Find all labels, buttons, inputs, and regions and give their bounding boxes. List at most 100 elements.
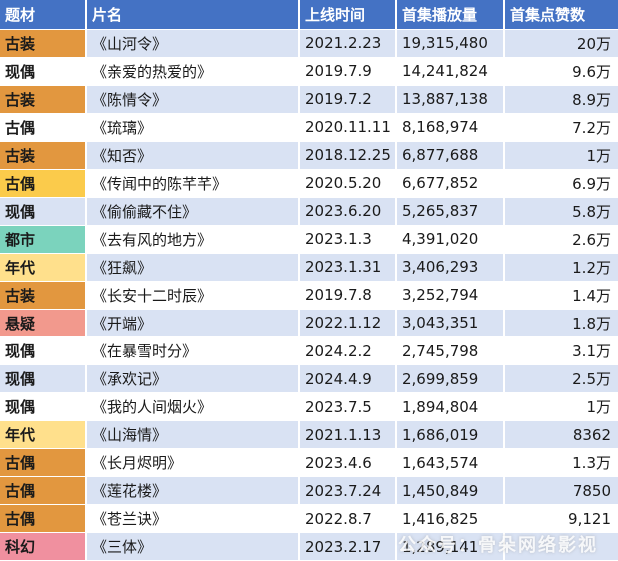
cell-date[interactable]: 2021.1.13 <box>300 421 397 450</box>
cell-date[interactable]: 2024.4.9 <box>300 365 397 394</box>
cell-title[interactable]: 《亲爱的热爱的》 <box>87 57 300 86</box>
cell-date[interactable]: 2022.8.7 <box>300 505 397 534</box>
cell-likes[interactable]: 8362 <box>505 421 618 450</box>
cell-genre[interactable]: 古偶 <box>0 477 87 506</box>
cell-title[interactable]: 《莲花楼》 <box>87 477 300 506</box>
cell-title[interactable]: 《琉璃》 <box>87 113 300 142</box>
cell-likes[interactable]: 1.3万 <box>505 449 618 478</box>
cell-likes[interactable]: 9,121 <box>505 505 618 534</box>
cell-genre[interactable]: 现偶 <box>0 393 87 422</box>
cell-title[interactable]: 《偷偷藏不住》 <box>87 197 300 226</box>
cell-title[interactable]: 《去有风的地方》 <box>87 225 300 254</box>
cell-views[interactable]: 1,686,019 <box>397 421 505 450</box>
cell-date[interactable]: 2019.7.9 <box>300 57 397 86</box>
cell-title[interactable]: 《长月烬明》 <box>87 449 300 478</box>
cell-views[interactable]: 1,416,825 <box>397 505 505 534</box>
header-likes[interactable]: 首集点赞数 <box>505 0 618 30</box>
cell-title[interactable]: 《长安十二时辰》 <box>87 281 300 310</box>
cell-likes[interactable]: 3.1万 <box>505 337 618 366</box>
cell-date[interactable]: 2019.7.8 <box>300 281 397 310</box>
cell-genre[interactable]: 科幻 <box>0 533 87 561</box>
cell-genre[interactable]: 古装 <box>0 141 87 170</box>
cell-title[interactable]: 《陈情令》 <box>87 85 300 114</box>
header-views[interactable]: 首集播放量 <box>397 0 505 30</box>
cell-date[interactable]: 2023.6.20 <box>300 197 397 226</box>
cell-likes[interactable] <box>505 533 618 561</box>
cell-date[interactable]: 2023.1.31 <box>300 253 397 282</box>
cell-date[interactable]: 2023.4.6 <box>300 449 397 478</box>
cell-date[interactable]: 2023.7.24 <box>300 477 397 506</box>
cell-views[interactable]: 3,043,351 <box>397 309 505 338</box>
cell-date[interactable]: 2024.2.2 <box>300 337 397 366</box>
cell-views[interactable]: 1,289,141 <box>397 533 505 561</box>
cell-date[interactable]: 2021.2.23 <box>300 30 397 58</box>
cell-genre[interactable]: 悬疑 <box>0 309 87 338</box>
cell-date[interactable]: 2018.12.25 <box>300 141 397 170</box>
cell-likes[interactable]: 1.4万 <box>505 282 618 310</box>
header-date[interactable]: 上线时间 <box>300 0 397 30</box>
cell-likes[interactable]: 20万 <box>505 30 618 58</box>
cell-genre[interactable]: 古装 <box>0 281 87 310</box>
cell-views[interactable]: 19,315,480 <box>397 30 505 58</box>
cell-genre[interactable]: 年代 <box>0 421 87 450</box>
cell-views[interactable]: 6,677,852 <box>397 169 505 198</box>
cell-date[interactable]: 2023.2.17 <box>300 533 397 561</box>
cell-views[interactable]: 8,168,974 <box>397 113 505 142</box>
cell-likes[interactable]: 2.5万 <box>505 365 618 394</box>
cell-views[interactable]: 2,745,798 <box>397 337 505 366</box>
cell-views[interactable]: 14,241,824 <box>397 57 505 86</box>
cell-views[interactable]: 13,887,138 <box>397 85 505 114</box>
cell-views[interactable]: 3,252,794 <box>397 281 505 310</box>
cell-date[interactable]: 2022.1.12 <box>300 309 397 338</box>
cell-likes[interactable]: 7850 <box>505 477 618 506</box>
cell-likes[interactable]: 1万 <box>505 142 618 170</box>
cell-date[interactable]: 2020.11.11 <box>300 113 397 142</box>
cell-views[interactable]: 2,699,859 <box>397 365 505 394</box>
cell-title[interactable]: 《山海情》 <box>87 421 300 450</box>
cell-title[interactable]: 《山河令》 <box>87 30 300 58</box>
cell-date[interactable]: 2023.7.5 <box>300 393 397 422</box>
cell-genre[interactable]: 古装 <box>0 30 87 58</box>
cell-genre[interactable]: 古偶 <box>0 449 87 478</box>
cell-title[interactable]: 《三体》 <box>87 533 300 561</box>
cell-genre[interactable]: 古偶 <box>0 505 87 534</box>
cell-likes[interactable]: 1.2万 <box>505 254 618 282</box>
cell-title[interactable]: 《苍兰诀》 <box>87 505 300 534</box>
cell-date[interactable]: 2020.5.20 <box>300 169 397 198</box>
cell-date[interactable]: 2023.1.3 <box>300 225 397 254</box>
header-genre[interactable]: 题材 <box>0 0 87 30</box>
cell-likes[interactable]: 7.2万 <box>505 114 618 142</box>
cell-likes[interactable]: 6.9万 <box>505 170 618 198</box>
cell-genre[interactable]: 现偶 <box>0 365 87 394</box>
cell-genre[interactable]: 都市 <box>0 225 87 254</box>
cell-views[interactable]: 1,643,574 <box>397 449 505 478</box>
cell-views[interactable]: 3,406,293 <box>397 253 505 282</box>
cell-title[interactable]: 《传闻中的陈芊芊》 <box>87 169 300 198</box>
cell-genre[interactable]: 现偶 <box>0 337 87 366</box>
cell-title[interactable]: 《开端》 <box>87 309 300 338</box>
cell-title[interactable]: 《狂飙》 <box>87 253 300 282</box>
cell-likes[interactable]: 2.6万 <box>505 226 618 254</box>
cell-date[interactable]: 2019.7.2 <box>300 85 397 114</box>
cell-likes[interactable]: 1.8万 <box>505 310 618 338</box>
cell-likes[interactable]: 9.6万 <box>505 58 618 86</box>
cell-genre[interactable]: 现偶 <box>0 57 87 86</box>
cell-genre[interactable]: 古偶 <box>0 113 87 142</box>
cell-views[interactable]: 1,450,849 <box>397 477 505 506</box>
cell-views[interactable]: 6,877,688 <box>397 141 505 170</box>
cell-genre[interactable]: 年代 <box>0 253 87 282</box>
cell-genre[interactable]: 古装 <box>0 85 87 114</box>
cell-title[interactable]: 《知否》 <box>87 141 300 170</box>
cell-likes[interactable]: 1万 <box>505 393 618 422</box>
cell-views[interactable]: 5,265,837 <box>397 197 505 226</box>
cell-views[interactable]: 1,894,804 <box>397 393 505 422</box>
cell-likes[interactable]: 5.8万 <box>505 198 618 226</box>
cell-title[interactable]: 《我的人间烟火》 <box>87 393 300 422</box>
cell-title[interactable]: 《承欢记》 <box>87 365 300 394</box>
cell-genre[interactable]: 现偶 <box>0 197 87 226</box>
header-title[interactable]: 片名 <box>87 0 300 30</box>
cell-genre[interactable]: 古偶 <box>0 169 87 198</box>
cell-likes[interactable]: 8.9万 <box>505 86 618 114</box>
cell-views[interactable]: 4,391,020 <box>397 225 505 254</box>
cell-title[interactable]: 《在暴雪时分》 <box>87 337 300 366</box>
